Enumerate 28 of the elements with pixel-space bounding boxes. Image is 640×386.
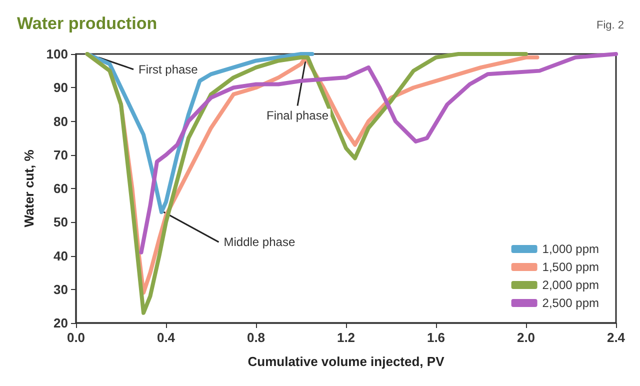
chart-title: Water production: [17, 14, 158, 33]
y-tick-label: 70: [54, 147, 68, 162]
legend-label: 2,500 ppm: [542, 296, 600, 310]
y-axis-title: Water cut, %: [21, 149, 36, 228]
x-tick-label: 1.6: [426, 330, 446, 345]
x-tick-label: 2.0: [516, 330, 536, 345]
legend-label: 1,500 ppm: [542, 260, 600, 274]
legend-label: 1,000 ppm: [542, 242, 600, 256]
x-tick-label: 0.0: [66, 330, 86, 345]
caption: Fig. 2: [596, 20, 624, 32]
x-tick-label: 2.4: [606, 330, 626, 345]
y-tick-label: 50: [54, 214, 68, 230]
x-tick-label: 0.8: [246, 330, 266, 345]
y-tick-label: 40: [54, 248, 68, 264]
annotation: Final phase: [266, 108, 329, 123]
annotation: First phase: [138, 62, 198, 76]
y-tick-label: 30: [54, 282, 68, 297]
y-tick-label: 60: [54, 181, 68, 196]
y-tick-label: 90: [54, 80, 68, 96]
annotation: Middle phase: [224, 235, 296, 250]
y-tick-label: 100: [46, 46, 68, 62]
y-tick-label: 20: [54, 316, 68, 330]
x-axis-title: Cumulative volume injected, PV: [248, 354, 445, 369]
y-tick-label: 80: [54, 114, 68, 129]
x-tick-label: 1.2: [336, 330, 356, 345]
x-tick-label: 0.4: [156, 330, 176, 345]
legend-label: 2,000 ppm: [542, 278, 600, 292]
line-series: [139, 52, 618, 254]
